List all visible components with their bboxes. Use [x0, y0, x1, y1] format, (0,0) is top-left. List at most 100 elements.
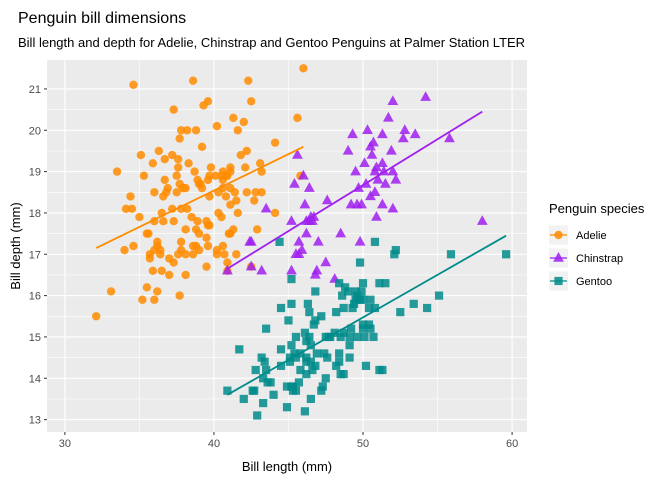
gentoo-point: [287, 274, 296, 284]
adelie-point: [181, 270, 190, 280]
adelie-point: [190, 167, 199, 176]
gentoo-point: [251, 365, 260, 375]
adelie-point: [257, 188, 266, 197]
chinstrap-point: [342, 144, 354, 155]
gentoo-point: [339, 303, 348, 313]
y-axis-ticks: 13 14 15 16 17 18 19 20 21: [29, 84, 47, 427]
adelie-point: [172, 171, 181, 180]
adelie-point: [138, 295, 147, 304]
gentoo-point: [269, 390, 278, 399]
gentoo-point: [291, 386, 301, 395]
adelie-point: [202, 233, 211, 242]
chinstrap-point: [312, 235, 324, 246]
adelie-point: [165, 270, 174, 280]
y-tick-label: 20: [29, 125, 41, 137]
x-axis-ticks: 30 40 50 60: [59, 432, 518, 450]
gentoo-point: [294, 378, 304, 387]
adelie-point: [252, 225, 262, 234]
adelie-point: [250, 196, 259, 205]
adelie-point: [232, 250, 241, 259]
adelie-point: [194, 245, 204, 255]
chinstrap-point: [289, 178, 300, 188]
adelie-point: [188, 76, 198, 85]
adelie-point: [257, 167, 266, 176]
gentoo-point: [321, 374, 330, 383]
gentoo-point: [502, 250, 511, 259]
adelie-point: [194, 229, 204, 238]
gentoo-point: [291, 332, 301, 342]
adelie-point: [175, 134, 184, 143]
gentoo-point: [305, 308, 314, 317]
series-gentoo: [223, 237, 511, 420]
chinstrap-point: [476, 215, 488, 225]
gentoo-point: [308, 365, 317, 375]
gentoo-point: [446, 250, 456, 259]
chinstrap-point: [296, 244, 308, 254]
gentoo-point: [309, 320, 318, 329]
y-tick-label: 15: [29, 332, 41, 344]
gentoo-point: [364, 303, 374, 313]
adelie-point: [142, 283, 152, 292]
adelie-point: [112, 167, 122, 176]
adelie-point: [150, 188, 159, 197]
adelie-point: [236, 150, 245, 160]
chinstrap-point: [371, 211, 382, 221]
adelie-point: [233, 126, 243, 135]
adelie-point: [242, 188, 251, 197]
adelie-point: [144, 229, 153, 238]
gentoo-point: [339, 370, 348, 379]
adelie-point: [148, 159, 158, 168]
adelie-point: [221, 192, 231, 201]
gentoo-point: [306, 341, 315, 350]
adelie-point: [148, 266, 158, 275]
gentoo-point: [332, 308, 341, 317]
gentoo-point: [409, 299, 418, 308]
adelie-point: [181, 183, 190, 193]
chinstrap-point: [378, 165, 390, 176]
x-tick-label: 30: [59, 438, 71, 450]
gentoo-point: [346, 324, 356, 333]
gentoo-point: [434, 291, 444, 300]
adelie-point: [247, 97, 256, 106]
chinstrap-point: [372, 173, 384, 184]
gentoo-point: [358, 324, 368, 333]
gentoo-point: [358, 320, 368, 329]
chinstrap-point: [303, 182, 315, 192]
gentoo-point: [306, 357, 315, 366]
adelie-point: [121, 204, 131, 213]
legend-item-gentoo: Gentoo: [549, 271, 612, 291]
gentoo-point: [335, 279, 344, 288]
adelie-point: [173, 155, 183, 164]
adelie-point: [188, 250, 198, 259]
adelie-point: [193, 217, 202, 226]
chinstrap-point: [311, 264, 323, 275]
adelie-point: [203, 241, 213, 251]
adelie-point: [202, 262, 211, 271]
adelie-point: [184, 159, 193, 168]
chinstrap-point: [292, 149, 303, 159]
plot-panel: [47, 60, 527, 432]
gentoo-point: [260, 357, 269, 366]
legend-label-chinstrap: Chinstrap: [576, 253, 623, 265]
gentoo-point: [288, 382, 298, 391]
gentoo-point: [311, 361, 320, 370]
legend-label-adelie: Adelie: [576, 230, 607, 242]
chinstrap-point: [300, 227, 312, 238]
gentoo-point: [351, 287, 360, 296]
x-tick-label: 40: [208, 438, 220, 450]
gentoo-point: [370, 237, 380, 246]
adelie-point: [120, 245, 129, 255]
gentoo-point: [285, 353, 295, 362]
gentoo-point: [423, 303, 432, 313]
adelie-point: [211, 171, 220, 180]
chinstrap-point: [368, 136, 379, 147]
gentoo-trend-line: [226, 234, 507, 396]
adelie-point: [217, 212, 226, 222]
chinstrap-point: [293, 235, 305, 246]
adelie-point: [220, 250, 229, 259]
gentoo-point: [284, 316, 293, 325]
adelie-point: [191, 126, 201, 135]
y-tick-label: 19: [29, 167, 41, 179]
gentoo-point: [266, 378, 275, 387]
adelie-point: [270, 208, 280, 218]
